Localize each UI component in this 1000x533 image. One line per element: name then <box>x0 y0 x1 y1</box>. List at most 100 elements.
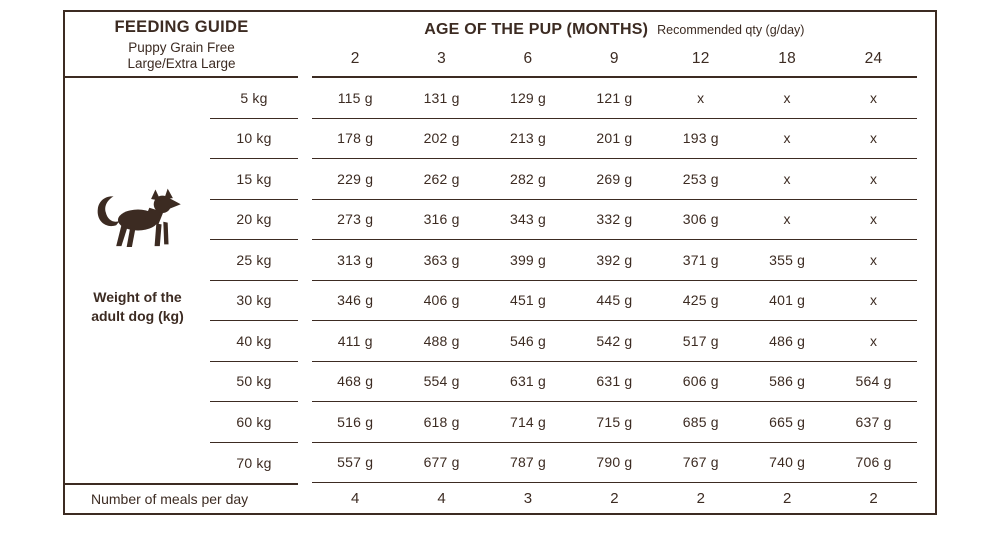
qty-cell: x <box>743 119 831 159</box>
row-header-weight: 25 kg <box>210 240 298 281</box>
page-title: FEEDING GUIDE <box>114 17 249 36</box>
qty-cell: 313 g <box>312 240 399 281</box>
qty-cell: 306 g <box>657 200 744 240</box>
qty-cell: 129 g <box>484 78 572 119</box>
qty-cell: 516 g <box>312 402 399 443</box>
row-header-weight: 5 kg <box>210 78 298 119</box>
qty-cell: 488 g <box>398 321 485 362</box>
age-subheader: Recommended qty (g/day) <box>657 23 805 37</box>
qty-cell: 486 g <box>743 321 831 362</box>
qty-cell: 406 g <box>398 281 485 321</box>
qty-cell: x <box>830 240 917 281</box>
qty-cell: x <box>830 281 917 321</box>
qty-cell: 557 g <box>312 443 399 483</box>
qty-cell: x <box>830 200 917 240</box>
col-header-month: 18 <box>778 50 797 67</box>
row-header-weight: 15 kg <box>210 159 298 200</box>
qty-cell: x <box>743 159 831 200</box>
qty-cell: 586 g <box>743 362 831 402</box>
qty-cell: 468 g <box>312 362 399 402</box>
qty-cell: 371 g <box>657 240 744 281</box>
row-header-weight: 50 kg <box>210 362 298 402</box>
qty-cell: 332 g <box>571 200 658 240</box>
qty-cell: 542 g <box>571 321 658 362</box>
meals-cell: 2 <box>696 489 705 507</box>
meals-cell: 4 <box>437 489 446 507</box>
qty-cell: 392 g <box>571 240 658 281</box>
qty-cell: 282 g <box>484 159 572 200</box>
meals-cell: 3 <box>523 489 533 507</box>
qty-cell: x <box>830 119 917 159</box>
qty-cell: x <box>830 321 917 362</box>
qty-cell: 665 g <box>743 402 831 443</box>
qty-cell: 193 g <box>657 119 744 159</box>
qty-cell: 631 g <box>484 362 572 402</box>
qty-cell: 202 g <box>398 119 485 159</box>
qty-cell: 411 g <box>312 321 399 362</box>
row-header-weight: 10 kg <box>210 119 298 159</box>
qty-cell: x <box>743 78 831 119</box>
product-line-2: Large/Extra Large <box>127 56 236 71</box>
qty-cell: 677 g <box>398 443 485 483</box>
qty-cell: 685 g <box>657 402 744 443</box>
qty-cell: 451 g <box>484 281 572 321</box>
feeding-guide-table: FEEDING GUIDE Puppy Grain Free Large/Ext… <box>63 10 937 515</box>
qty-cell: 273 g <box>312 200 399 240</box>
qty-cell: 115 g <box>312 78 399 119</box>
qty-cell: 253 g <box>657 159 744 200</box>
qty-cell: 425 g <box>657 281 744 321</box>
qty-cell: 517 g <box>657 321 744 362</box>
axis-label: Weight of the adult dog (kg) <box>91 288 184 324</box>
qty-cell: 637 g <box>830 402 917 443</box>
qty-cell: 363 g <box>398 240 485 281</box>
age-columns-header: AGE OF THE PUP (MONTHS) Recommended qty … <box>312 12 917 78</box>
col-header-month: 9 <box>609 50 619 67</box>
qty-cell: 355 g <box>743 240 831 281</box>
qty-cell: 346 g <box>312 281 399 321</box>
table-header-brand: FEEDING GUIDE Puppy Grain Free Large/Ext… <box>65 12 298 78</box>
row-header-weight: 40 kg <box>210 321 298 362</box>
qty-cell: 767 g <box>657 443 744 483</box>
row-header-weight: 60 kg <box>210 402 298 443</box>
col-header-month: 3 <box>437 50 447 67</box>
row-axis-zone: Weight of the adult dog (kg) <box>65 52 210 457</box>
qty-cell: 606 g <box>657 362 744 402</box>
qty-cell: 401 g <box>743 281 831 321</box>
qty-cell: 343 g <box>484 200 572 240</box>
qty-cell: 399 g <box>484 240 572 281</box>
qty-cell: x <box>743 200 831 240</box>
qty-cell: 714 g <box>484 402 572 443</box>
qty-cell: 131 g <box>398 78 485 119</box>
qty-cell: 121 g <box>571 78 658 119</box>
qty-cell: 631 g <box>571 362 658 402</box>
qty-cell: 316 g <box>398 200 485 240</box>
qty-cell: 740 g <box>743 443 831 483</box>
col-header-month: 6 <box>523 50 533 67</box>
col-header-month: 12 <box>691 50 710 67</box>
qty-cell: 213 g <box>484 119 572 159</box>
qty-cell: 201 g <box>571 119 658 159</box>
meals-cell: 2 <box>869 489 878 507</box>
qty-cell: x <box>657 78 744 119</box>
qty-cell: 790 g <box>571 443 658 483</box>
col-header-month: 2 <box>350 50 360 67</box>
qty-cell: 554 g <box>398 362 485 402</box>
qty-cell: 715 g <box>571 402 658 443</box>
age-header: AGE OF THE PUP (MONTHS) <box>424 21 649 38</box>
dog-icon <box>97 188 181 247</box>
meals-cell: 4 <box>351 489 360 507</box>
row-header-weight: 70 kg <box>236 454 272 471</box>
qty-cell: 787 g <box>484 443 572 483</box>
qty-cell: 564 g <box>830 362 917 402</box>
qty-cell: 229 g <box>312 159 399 200</box>
row-header-weight: 20 kg <box>210 200 298 240</box>
meals-cell: 2 <box>610 489 619 507</box>
qty-cell: 546 g <box>484 321 572 362</box>
qty-cell: 178 g <box>312 119 399 159</box>
meals-cell: 2 <box>782 489 792 507</box>
meals-per-day-label: Number of meals per day <box>65 483 298 513</box>
qty-cell: x <box>830 159 917 200</box>
row-header-weight: 30 kg <box>210 281 298 321</box>
qty-cell: 445 g <box>571 281 658 321</box>
qty-cell: 262 g <box>398 159 485 200</box>
